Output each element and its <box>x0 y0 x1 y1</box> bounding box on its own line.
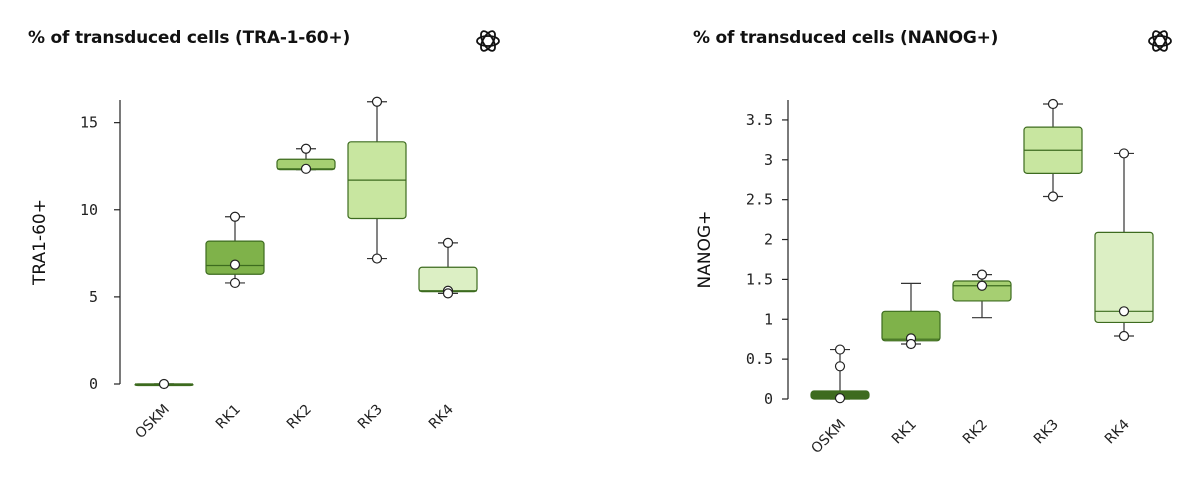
box-oskm <box>134 378 194 390</box>
chart-panel-nanog: 0 0.5 1 1.5 2 2.5 3 3.5 NANOG+ OSKM RK1 RK2 RK3 RK4 %… <box>600 0 1200 482</box>
y-tick-label: 0 <box>764 390 773 408</box>
chart-title: % of transduced cells (NANOG+) <box>693 28 999 48</box>
x-category-label: RK2 <box>284 402 315 433</box>
data-point <box>371 253 383 264</box>
x-category-label: RK1 <box>213 402 244 433</box>
data-point <box>229 211 241 222</box>
data-point <box>158 378 170 390</box>
data-point <box>834 344 846 355</box>
x-category-label: RK4 <box>1102 416 1133 447</box>
box-rk4 <box>1094 148 1154 342</box>
x-category-label: RK4 <box>426 401 457 432</box>
y-tick-label: 0 <box>89 375 98 393</box>
openai-logo-icon <box>476 30 500 52</box>
box-rk2 <box>276 143 336 174</box>
box-rect <box>1094 231 1154 324</box>
chart-title: % of transduced cells (TRA-1-60+) <box>28 28 351 48</box>
data-point <box>1118 306 1130 317</box>
data-point <box>442 288 454 299</box>
x-category-label: RK2 <box>960 417 991 448</box>
data-point <box>229 259 241 270</box>
y-tick-label: 3.5 <box>746 111 773 129</box>
box-rk4 <box>418 237 478 299</box>
box-oskm <box>810 344 870 404</box>
y-tick-label: 2.5 <box>746 191 773 209</box>
openai-logo-icon <box>1148 30 1172 52</box>
x-category-label: RK3 <box>1031 417 1062 448</box>
data-point <box>371 96 383 107</box>
data-point <box>976 280 988 291</box>
data-point <box>229 277 241 289</box>
box-rk1 <box>205 211 265 289</box>
box-rk3 <box>1023 98 1083 202</box>
data-point <box>834 361 846 372</box>
data-point <box>1047 191 1059 202</box>
data-point <box>442 237 454 248</box>
data-point <box>1118 148 1130 159</box>
y-tick-label: 1 <box>764 310 773 328</box>
y-axis-title: TRA1-60+ <box>30 199 50 286</box>
data-point <box>1047 98 1059 110</box>
nanog-box-plot: 0 0.5 1 1.5 2 2.5 3 3.5 NANOG+ OSKM RK1 RK2 RK3 RK4 <box>695 98 1154 457</box>
y-tick-label: 15 <box>80 114 98 132</box>
y-axis-title: NANOG+ <box>695 211 715 289</box>
box-rk2 <box>952 269 1012 319</box>
data-point <box>300 163 312 174</box>
data-point <box>905 338 917 350</box>
y-tick-label: 10 <box>80 201 98 219</box>
x-category-label: OSKM <box>132 402 172 442</box>
y-tick-label: 1.5 <box>746 270 773 288</box>
x-category-label: RK3 <box>355 402 386 433</box>
y-tick-label: 3 <box>764 151 773 169</box>
data-point <box>976 269 988 280</box>
y-tick-label: 0.5 <box>746 350 773 368</box>
y-tick-label: 2 <box>764 231 773 249</box>
tra160-box-plot: 0 5 10 15 TRA1-60+ OSKM RK1 RK2 RK3 RK4 <box>30 96 478 442</box>
box-rk1 <box>881 282 941 350</box>
x-category-label: OSKM <box>808 417 848 457</box>
data-point <box>300 143 312 154</box>
data-point <box>834 393 846 404</box>
data-point <box>1118 330 1130 342</box>
box-rk3 <box>347 96 407 264</box>
chart-panel-tra160: 0 5 10 15 TRA1-60+ OSKM RK1 RK2 RK3 RK4 % of tran… <box>28 28 500 442</box>
y-tick-label: 5 <box>89 288 98 306</box>
x-category-label: RK1 <box>889 417 920 448</box>
